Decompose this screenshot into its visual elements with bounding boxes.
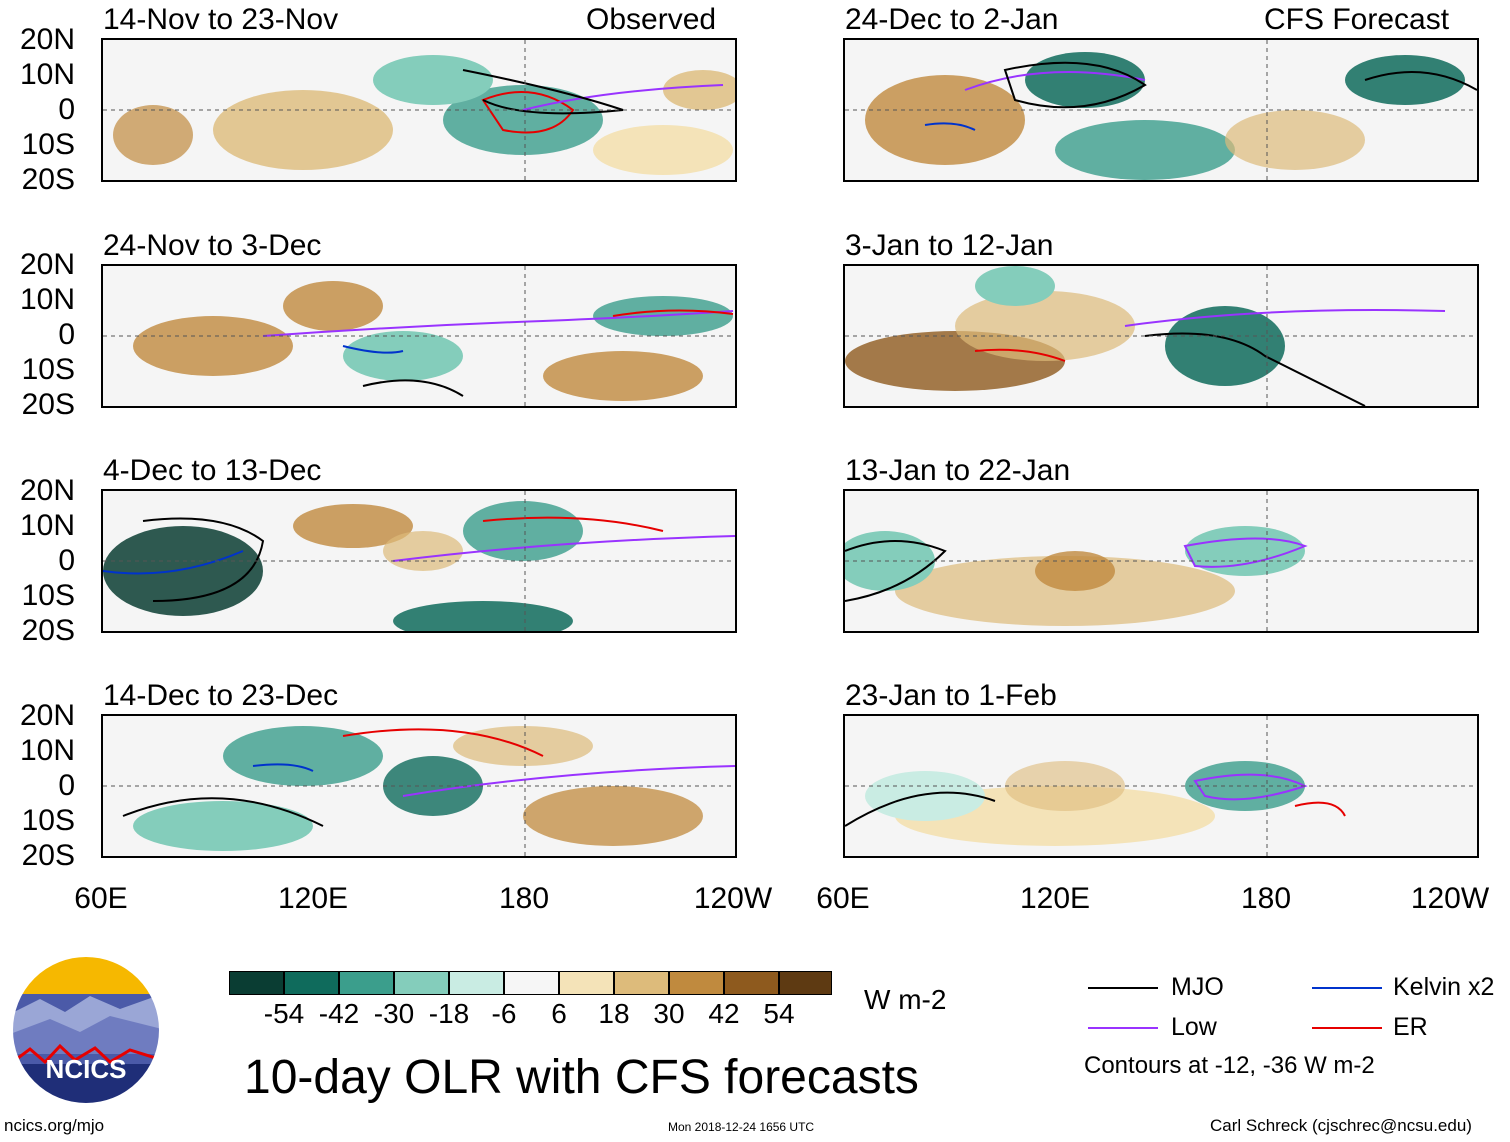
lat-label: 20S	[21, 839, 75, 872]
colorbar-segment	[614, 971, 669, 995]
colorbar-segment	[449, 971, 504, 995]
legend-label-low: Low	[1171, 1013, 1217, 1041]
olr-field	[845, 40, 1477, 180]
legend-line-kelvin	[1312, 987, 1382, 989]
lat-label: 0	[58, 318, 75, 351]
colorbar-tick: 54	[763, 998, 795, 1029]
lon-label: 180	[1240, 882, 1292, 915]
map-panel-obs-3	[101, 489, 737, 633]
footer-url[interactable]: ncics.org/mjo	[4, 1116, 105, 1135]
panel-title-obs-4: 14-Dec to 23-Dec	[103, 679, 339, 712]
lat-label: 10S	[21, 804, 75, 837]
panel-title-fc-1: 24-Dec to 2-Jan	[845, 3, 1059, 36]
map-panel-obs-1	[101, 38, 737, 182]
footer-timestamp: Mon 2018-12-24 1656 UTC	[668, 1120, 815, 1134]
logo-text: NCICS	[45, 1054, 127, 1084]
panel-title-obs-3: 4-Dec to 13-Dec	[103, 454, 322, 487]
legend-label-mjo: MJO	[1171, 973, 1224, 1001]
lat-label: 20S	[21, 614, 75, 647]
colorbar-tick: -18	[428, 998, 470, 1029]
lon-label: 120E	[1019, 882, 1091, 915]
panel-title-obs-1: 14-Nov to 23-Nov	[103, 3, 339, 36]
figure-title: 10-day OLR with CFS forecasts	[244, 1051, 919, 1104]
lat-label: 20N	[19, 248, 75, 281]
lat-label: 10N	[19, 283, 75, 316]
colorbar-tick: 30	[653, 998, 685, 1029]
lat-label: 10N	[19, 509, 75, 542]
map-panel-fc-4	[843, 714, 1479, 858]
lat-label: 20N	[19, 474, 75, 507]
panel-title-fc-4: 23-Jan to 1-Feb	[845, 679, 1057, 712]
colorbar-segment	[339, 971, 394, 995]
lat-label: 10S	[21, 353, 75, 386]
lon-label: 180	[498, 882, 550, 915]
lat-label: 10N	[19, 734, 75, 767]
colorbar-segment	[229, 971, 284, 995]
lon-label: 60E	[74, 882, 128, 915]
lat-label: 20S	[21, 163, 75, 196]
lat-label: 10S	[21, 579, 75, 612]
panel-title-fc-2: 3-Jan to 12-Jan	[845, 229, 1054, 262]
colorbar-segment	[394, 971, 449, 995]
observed-label: Observed	[586, 3, 717, 36]
legend-line-low	[1088, 1027, 1158, 1029]
olr-field	[103, 266, 735, 406]
colorbar-segment	[284, 971, 339, 995]
lon-label: 120W	[1410, 882, 1490, 915]
olr-field	[103, 716, 735, 856]
map-panel-obs-4	[101, 714, 737, 858]
colorbar-tick: -54	[263, 998, 305, 1029]
olr-field	[103, 40, 735, 180]
colorbar-tick: 6	[551, 998, 567, 1029]
contours-note: Contours at -12, -36 W m-2	[1084, 1052, 1375, 1079]
lat-label: 10N	[19, 58, 75, 91]
legend-label-er: ER	[1393, 1013, 1428, 1041]
olr-field	[103, 491, 735, 631]
map-panel-fc-2	[843, 264, 1479, 408]
map-panel-fc-3	[843, 489, 1479, 633]
map-panel-fc-1	[843, 38, 1479, 182]
panel-title-obs-2: 24-Nov to 3-Dec	[103, 229, 322, 262]
lat-label: 20N	[19, 699, 75, 732]
colorbar-tick: -42	[318, 998, 360, 1029]
colorbar-segment	[504, 971, 559, 995]
colorbar-tick: -6	[491, 998, 517, 1029]
legend-line-er	[1312, 1027, 1382, 1029]
panel-title-fc-3: 13-Jan to 22-Jan	[845, 454, 1071, 487]
lon-label: 60E	[816, 882, 870, 915]
cfs-forecast-label: CFS Forecast	[1264, 3, 1450, 36]
colorbar-tick: 42	[708, 998, 740, 1029]
colorbar-segment	[669, 971, 724, 995]
lat-label: 20N	[19, 23, 75, 56]
colorbar-segment	[724, 971, 779, 995]
lon-label: 120W	[693, 882, 773, 915]
lat-label: 0	[58, 544, 75, 577]
olr-field	[845, 266, 1477, 406]
lat-label: 0	[58, 769, 75, 802]
ncics-logo: NCICS	[10, 954, 162, 1106]
lat-label: 0	[58, 93, 75, 126]
lat-label: 20S	[21, 388, 75, 421]
colorbar-tick: -30	[373, 998, 415, 1029]
colorbar-segment	[559, 971, 614, 995]
lon-label: 120E	[277, 882, 349, 915]
olr-field	[845, 491, 1477, 631]
colorbar-units: W m-2	[864, 984, 947, 1015]
lat-label: 10S	[21, 128, 75, 161]
legend-line-mjo	[1088, 987, 1158, 989]
colorbar-segment	[779, 971, 832, 995]
olr-field	[845, 716, 1477, 856]
footer-author: Carl Schreck (cjschrec@ncsu.edu)	[1210, 1116, 1472, 1135]
map-panel-obs-2	[101, 264, 737, 408]
legend-label-kelvin: Kelvin x2	[1393, 973, 1495, 1001]
colorbar-tick: 18	[598, 998, 630, 1029]
